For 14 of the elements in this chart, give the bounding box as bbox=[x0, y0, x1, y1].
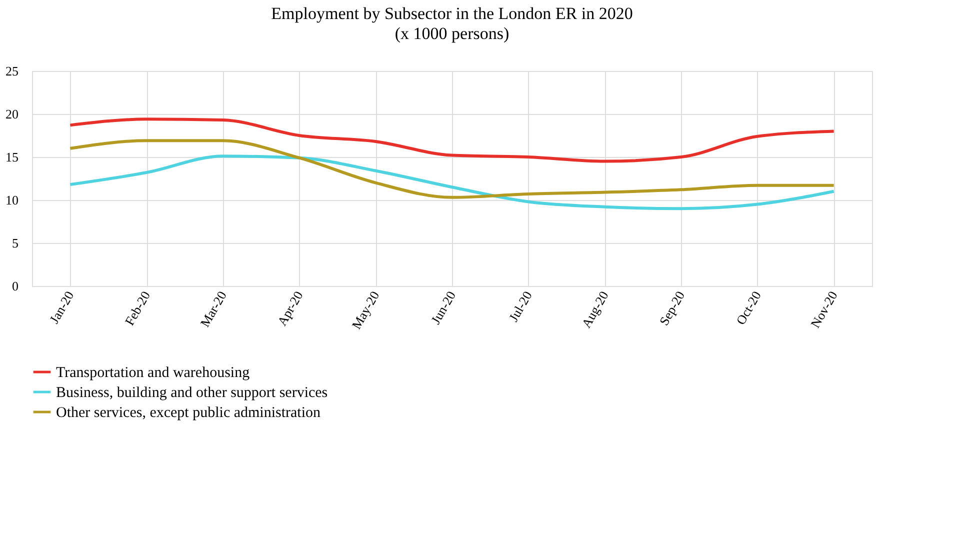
legend-label: Business, building and other support services bbox=[56, 385, 328, 401]
y-tick-label: 15 bbox=[6, 150, 18, 164]
y-tick-label: 20 bbox=[6, 106, 18, 122]
line-series bbox=[68, 118, 836, 163]
line-series bbox=[68, 139, 836, 199]
legend-label: Transportation and warehousing bbox=[56, 365, 250, 381]
y-tick-label: 0 bbox=[12, 278, 18, 294]
chart-subtitle: (x 1000 persons) bbox=[394, 24, 510, 43]
chart-title: Employment by Subsector in the London ER in 2020 bbox=[271, 4, 633, 23]
line-series bbox=[68, 154, 836, 210]
legend-label: Other services, except public administration bbox=[56, 405, 321, 421]
y-tick-label: 25 bbox=[6, 64, 18, 78]
y-tick-label: 5 bbox=[12, 236, 18, 250]
y-tick-label: 10 bbox=[6, 192, 18, 208]
